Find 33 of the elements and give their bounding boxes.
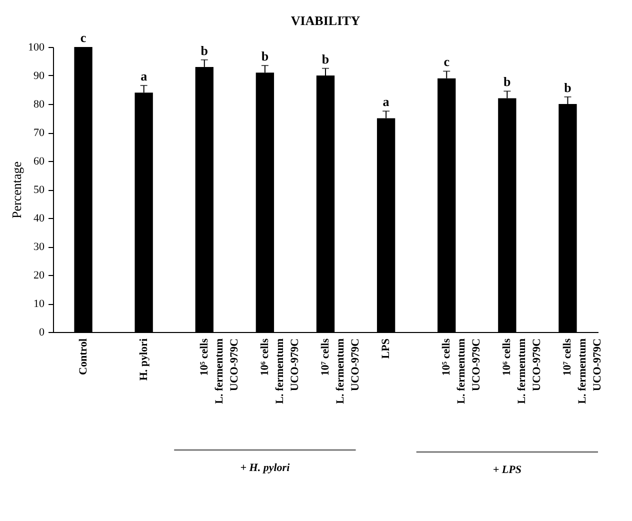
y-tick-label: 60 [34, 156, 45, 168]
y-tick-label: 40 [34, 212, 45, 224]
x-tick-label: 10⁵ cells L. fermentum UCO-979C [440, 338, 483, 404]
chart-title: VIABILITY [290, 13, 361, 28]
data-label: b [200, 42, 208, 58]
x-tick-label: LPS [380, 338, 392, 359]
data-label: b [504, 74, 511, 90]
data-label: c [80, 30, 86, 45]
text: + H. pylori [240, 462, 291, 474]
text: + LPS [492, 464, 522, 476]
data-label: a [140, 68, 148, 84]
y-tick-label: 70 [34, 127, 45, 139]
data-label: b [564, 80, 572, 95]
x-tick-label: 10⁶ cells L. fermentum UCO-979C [258, 338, 301, 404]
x-tick-label: 10⁷ cells L. fermentum UCO-979C [320, 338, 362, 404]
y-tick-label: 10 [34, 298, 45, 310]
y-tick-label: 100 [28, 42, 45, 54]
x-tick-label: 10⁵ cells L. fermentum UCO-979C [198, 338, 240, 404]
data-label: c [444, 54, 450, 70]
x-tick-label: 10⁶ cells L. fermentum UCO-979C [501, 338, 544, 404]
y-tick-label: 20 [34, 270, 45, 282]
y-tick-label: 30 [34, 241, 45, 253]
data-label: b [261, 48, 269, 64]
y-tick-label: 90 [34, 70, 45, 82]
y-tick-label: 50 [34, 184, 45, 196]
data-label: a [382, 94, 390, 110]
x-tick-label: Control [77, 338, 90, 375]
x-tick-label: 10⁷ cells L. fermentum UCO-979C [562, 338, 604, 404]
y-tick-label: 80 [34, 98, 45, 110]
data-label: b [322, 51, 330, 66]
y-tick-label: 0 [39, 326, 45, 338]
y-axis-title: Percentage [9, 161, 24, 219]
x-tick-label: H. pylori [138, 338, 150, 381]
